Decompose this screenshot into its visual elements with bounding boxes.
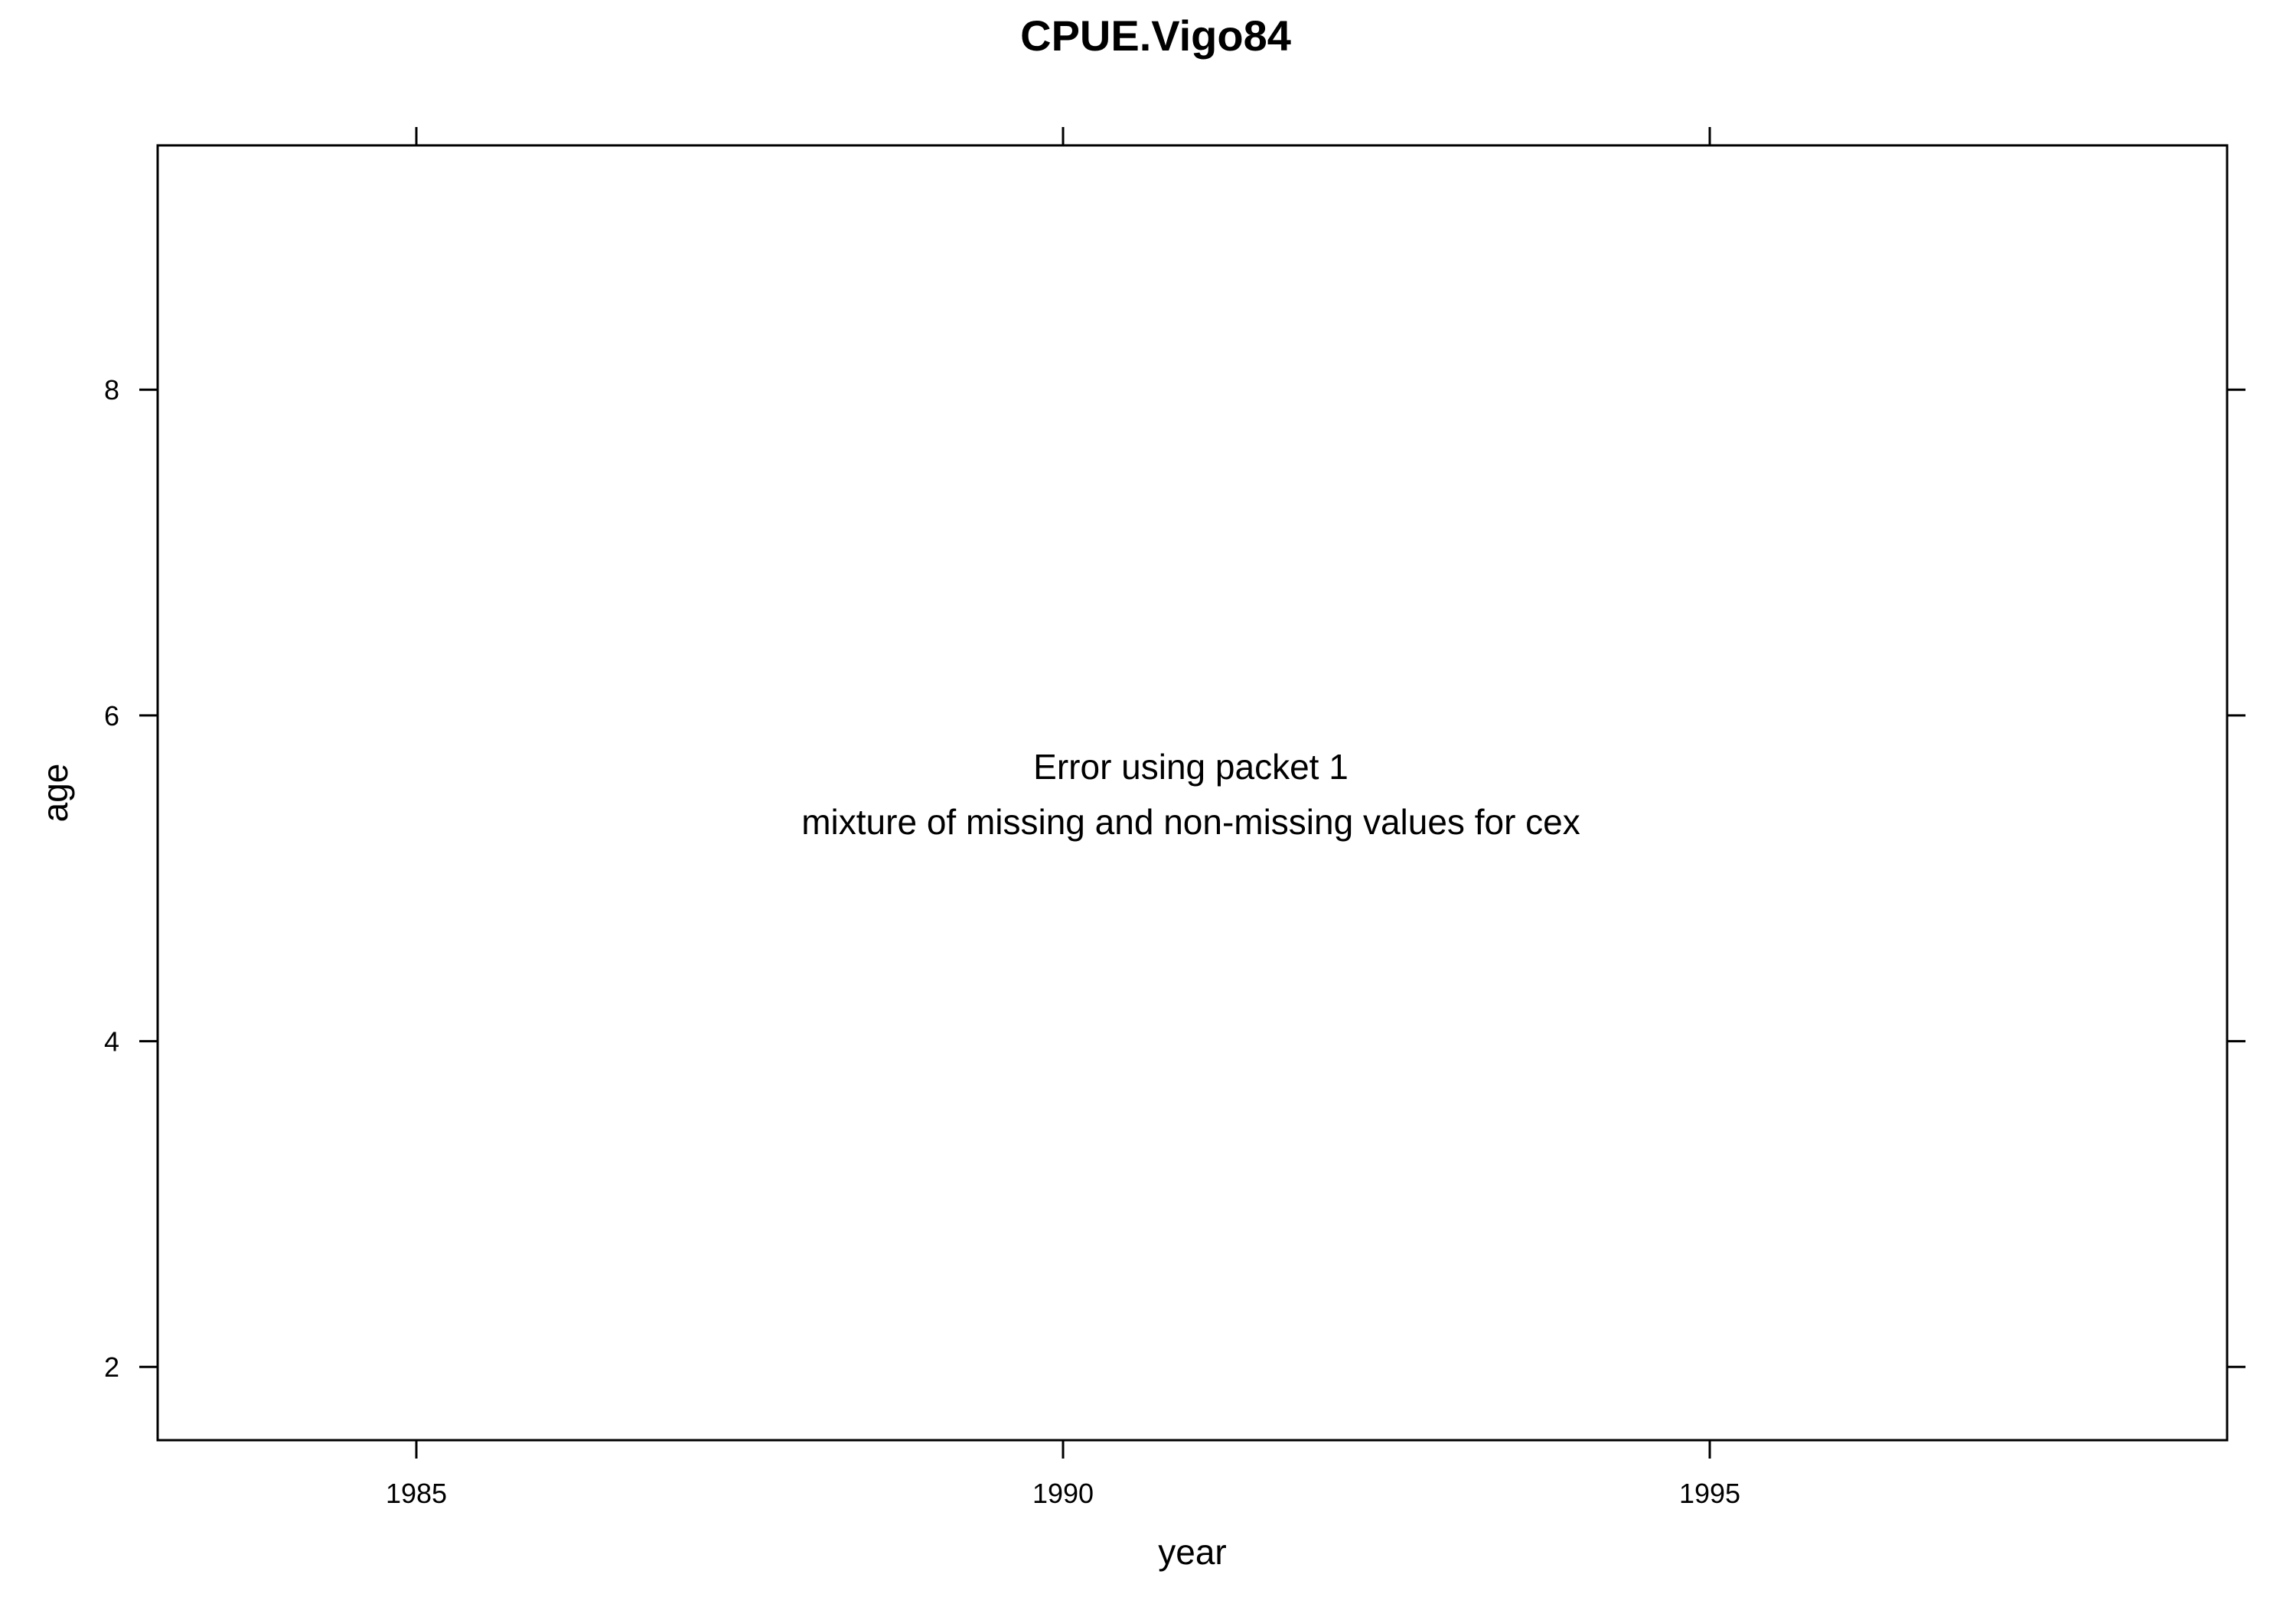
x-axis: 1985 1990 1995 — [386, 127, 1740, 1509]
x-tick-label: 1985 — [386, 1478, 447, 1509]
x-tick-label: 1995 — [1679, 1478, 1740, 1509]
x-axis-label: year — [1158, 1532, 1226, 1572]
y-tick-label: 8 — [104, 374, 119, 406]
error-message-line-1: Error using packet 1 — [1033, 747, 1349, 787]
x-tick-label: 1990 — [1032, 1478, 1094, 1509]
y-axis: 2 4 6 8 — [104, 374, 2245, 1383]
y-tick-label: 2 — [104, 1351, 119, 1383]
plot-frame — [156, 144, 2229, 1442]
y-axis-label: age — [35, 764, 75, 823]
chart-title: CPUE.Vigo84 — [1020, 11, 1291, 60]
y-tick-label: 4 — [104, 1026, 119, 1058]
y-tick-label: 6 — [104, 700, 119, 732]
error-message-line-2: mixture of missing and non-missing value… — [801, 802, 1580, 842]
